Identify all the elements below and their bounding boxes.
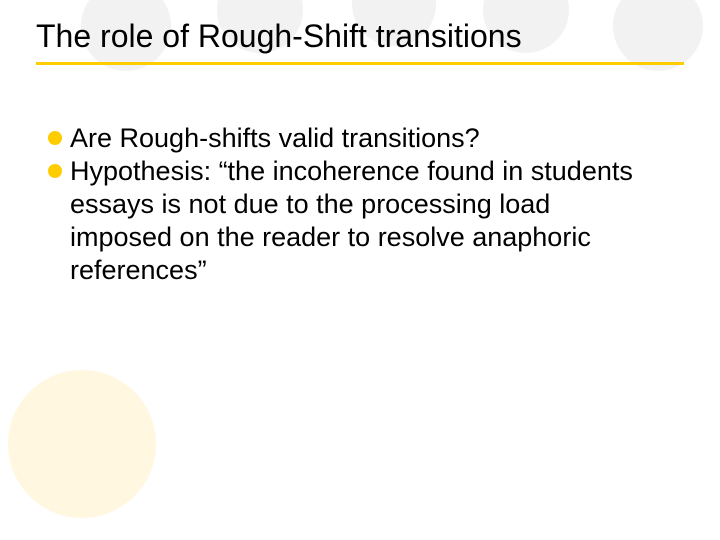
list-item: Are Rough-shifts valid transitions? [48, 122, 658, 155]
bullet-text: Hypothesis: “the incoherence found in st… [70, 155, 658, 287]
decor-circle [8, 370, 156, 518]
list-item: Hypothesis: “the incoherence found in st… [48, 155, 658, 287]
decor-circle [613, 0, 703, 71]
bullet-icon [48, 131, 62, 145]
bullet-text: Are Rough-shifts valid transitions? [70, 122, 480, 155]
bullet-icon [48, 164, 62, 178]
slide-title: The role of Rough-Shift transitions [36, 18, 522, 55]
title-underline [36, 62, 684, 65]
bullet-list: Are Rough-shifts valid transitions?Hypot… [48, 122, 658, 287]
